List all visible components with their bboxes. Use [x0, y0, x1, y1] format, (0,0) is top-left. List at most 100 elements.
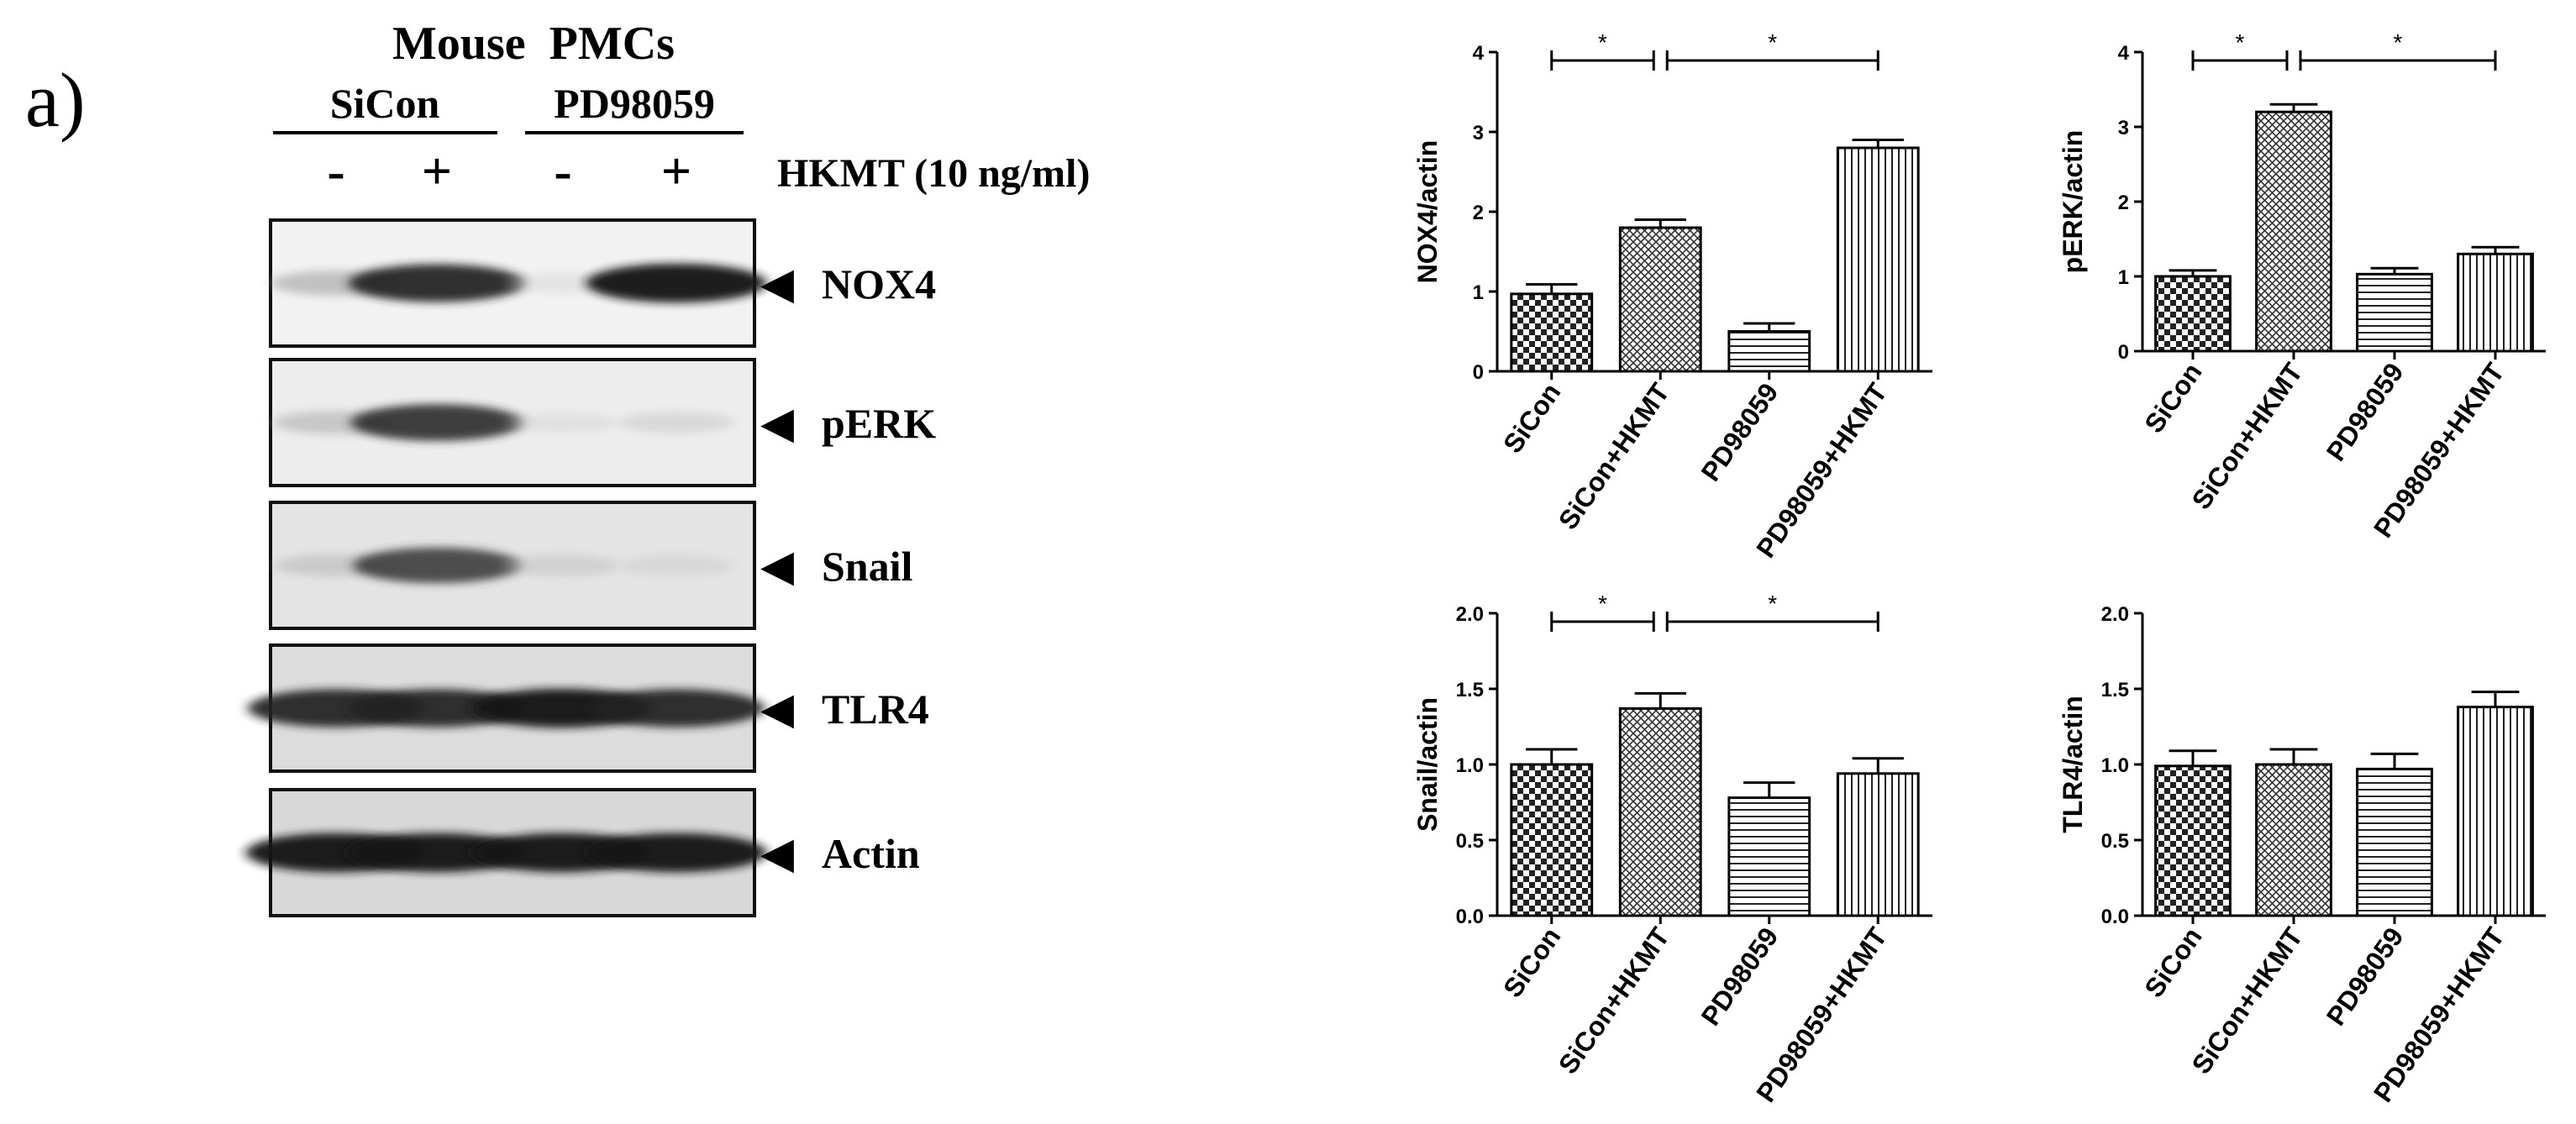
- blot-band-snail-lane-2: [353, 547, 521, 584]
- y-tick-label: 1: [1473, 281, 1484, 304]
- blot-band-nox4-lane-2: [349, 264, 525, 302]
- bar-sicon: [2154, 764, 2232, 917]
- bar-pd98059-hkmt: [2457, 252, 2534, 353]
- y-tick-label: 1.0: [1456, 754, 1484, 777]
- band-arrow-icon: ◀: [760, 830, 794, 878]
- band-label-snail: Snail: [822, 543, 913, 590]
- y-tick-label: 0.0: [1456, 906, 1484, 928]
- x-tick-label: SiCon: [2138, 922, 2208, 1002]
- chart-snail: 0.0 0.5 1.0 1.5 2.0 Snail/actin SiConSiCon+HKM…: [1412, 591, 1932, 1107]
- significance-star: *: [2394, 29, 2403, 55]
- significance-star: *: [1768, 29, 1777, 55]
- y-tick-label: 3: [1473, 122, 1484, 144]
- blot-strip-tlr4: ◀ TLR4: [248, 643, 929, 773]
- bar-sicon: [1510, 763, 1594, 917]
- treatment-label: HKMT (10 ng/ml): [777, 151, 1090, 196]
- y-tick-label: 1.5: [2101, 679, 2129, 701]
- group-label-sicon: SiCon: [330, 80, 440, 127]
- bar-pd98059-hkmt: [2457, 706, 2534, 917]
- band-arrow-icon: ◀: [760, 260, 794, 308]
- y-tick-label: 2: [2118, 192, 2129, 214]
- y-tick-label: 3: [2118, 117, 2129, 139]
- y-tick-label: 2: [1473, 202, 1484, 224]
- bar-sicon: [2154, 275, 2232, 353]
- y-tick-label: 2.0: [2101, 603, 2129, 626]
- y-axis-label: TLR4/actin: [2058, 696, 2088, 833]
- y-tick-label: 0.5: [2101, 830, 2129, 853]
- x-tick-label: SiCon+HKMT: [2185, 922, 2308, 1079]
- y-axis-label: Snail/actin: [1412, 697, 1443, 832]
- blot-band-snail-lane-3: [502, 554, 620, 576]
- y-tick-label: 1: [2118, 266, 2129, 289]
- x-tick-label: PD98059: [2321, 922, 2410, 1031]
- blot-strip-perk: ◀ pERK: [269, 358, 936, 487]
- x-tick-label: PD98059: [1695, 377, 1784, 486]
- y-tick-label: 0.5: [1456, 830, 1484, 853]
- bar-pd98059-hkmt: [1836, 146, 1920, 373]
- x-tick-label: SiCon+HKMT: [2185, 357, 2308, 515]
- blot-band-snail-lane-4: [619, 554, 733, 576]
- band-arrow-icon: ◀: [760, 685, 794, 733]
- blot-strip-nox4: ◀ NOX4: [269, 218, 936, 348]
- x-tick-label: SiCon: [2138, 357, 2208, 438]
- bar-pd98059: [2356, 767, 2433, 917]
- blot-band-perk-lane-3: [506, 412, 617, 433]
- lane-sign-3: -: [554, 141, 571, 201]
- significance-star: *: [1598, 591, 1607, 617]
- band-arrow-icon: ◀: [760, 543, 794, 591]
- band-label-tlr4: TLR4: [822, 685, 929, 733]
- lane-sign-1: -: [327, 141, 344, 201]
- bar-pd98059: [1727, 796, 1811, 917]
- band-label-actin: Actin: [822, 830, 920, 877]
- blot-band-tlr4-lane-2: [349, 689, 525, 727]
- panel-label: a): [25, 57, 85, 143]
- blot-band-perk-lane-2: [350, 404, 523, 441]
- blot-band-perk-lane-4: [618, 412, 734, 433]
- y-tick-label: 4: [1473, 42, 1485, 65]
- blot-band-nox4-lane-4: [586, 263, 767, 303]
- bar-sicon-hkmt: [1618, 226, 1702, 373]
- bar-sicon: [1510, 292, 1594, 373]
- x-tick-label: PD98059: [2321, 357, 2410, 466]
- y-tick-label: 0.0: [2101, 906, 2129, 928]
- bar-sicon-hkmt: [2255, 763, 2332, 917]
- band-label-nox4: NOX4: [822, 260, 936, 307]
- bar-pd98059: [1727, 330, 1811, 373]
- blot-title: Mouse PMCs: [392, 18, 675, 70]
- chart-tlr4: 0.0 0.5 1.0 1.5 2.0 TLR4/actin SiConSiCon+HKMT…: [2058, 603, 2546, 1107]
- x-tick-label: SiCon: [1497, 377, 1567, 458]
- y-tick-label: 4: [2118, 42, 2130, 65]
- western-blot-panel: a) Mouse PMCs SiCon PD98059 - + - + HKMT…: [25, 18, 1090, 917]
- x-tick-label: PD98059: [1695, 922, 1784, 1031]
- blot-band-tlr4-lane-4: [588, 689, 765, 727]
- bar-sicon-hkmt: [1618, 706, 1702, 917]
- bar-pd98059-hkmt: [1836, 772, 1920, 917]
- blot-strip-actin: ◀ Actin: [245, 788, 920, 917]
- x-tick-label: SiCon+HKMT: [1553, 922, 1675, 1079]
- y-tick-label: 1.0: [2101, 754, 2129, 777]
- blot-strip-snail: ◀ Snail: [269, 501, 913, 630]
- y-tick-label: 2.0: [1456, 603, 1484, 626]
- blot-strips: ◀ NOX4 ◀ pERK ◀ Snail ◀ TLR4 ◀ Actin: [245, 218, 936, 917]
- lane-sign-4: +: [661, 141, 691, 201]
- significance-star: *: [1768, 591, 1777, 617]
- y-axis-label: pERK/actin: [2058, 130, 2088, 274]
- bar-sicon-hkmt: [2255, 110, 2332, 353]
- significance-star: *: [1598, 29, 1607, 55]
- significance-star: *: [2236, 29, 2245, 55]
- blot-band-actin-lane-2: [346, 832, 528, 873]
- x-tick-label: SiCon+HKMT: [1553, 377, 1675, 535]
- y-axis-label: NOX4/actin: [1412, 140, 1443, 284]
- y-tick-label: 0: [2118, 341, 2129, 364]
- y-tick-label: 0: [1473, 361, 1484, 384]
- blot-band-actin-lane-4: [586, 832, 767, 873]
- y-tick-label: 1.5: [1456, 679, 1484, 701]
- band-label-perk: pERK: [822, 400, 936, 447]
- lane-sign-2: +: [422, 141, 452, 201]
- band-arrow-icon: ◀: [760, 400, 794, 448]
- x-tick-label: SiCon: [1497, 922, 1567, 1002]
- bar-pd98059: [2356, 272, 2433, 353]
